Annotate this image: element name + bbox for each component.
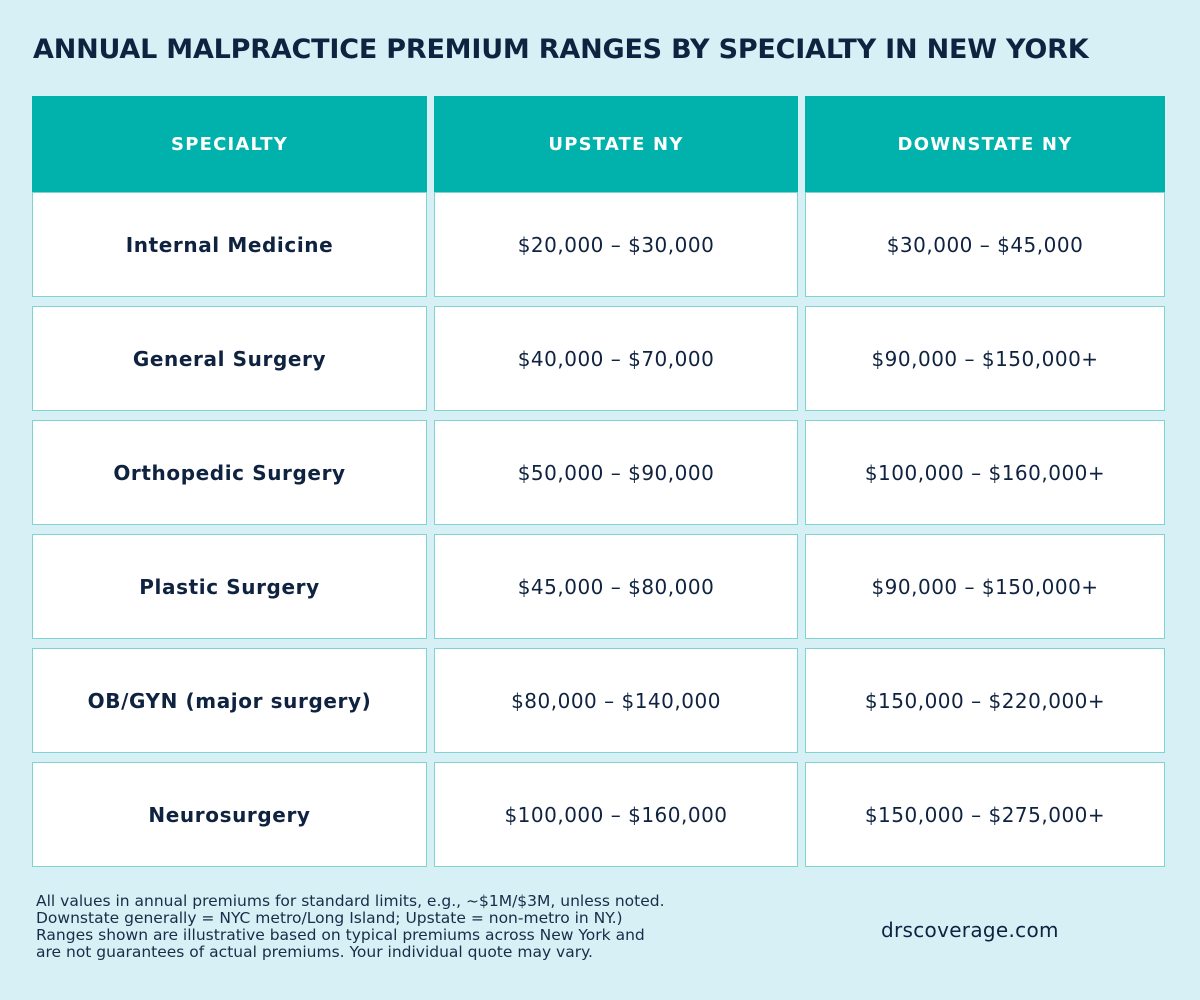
table-row: Plastic Surgery $45,000 – $80,000 $90,00… (32, 534, 1165, 639)
footnote-line: are not guarantees of actual premiums. Y… (36, 943, 593, 961)
table-header-row: SPECIALTY UPSTATE NY DOWNSTATE NY (32, 96, 1165, 192)
upstate-cell: $80,000 – $140,000 (434, 648, 798, 753)
table-row: OB/GYN (major surgery) $80,000 – $140,00… (32, 648, 1165, 753)
upstate-cell: $45,000 – $80,000 (434, 534, 798, 639)
footnote: All values in annual premiums for standa… (36, 893, 796, 961)
upstate-cell: $20,000 – $30,000 (434, 192, 798, 297)
table-row: Internal Medicine $20,000 – $30,000 $30,… (32, 192, 1165, 297)
page-title: ANNUAL MALPRACTICE PREMIUM RANGES BY SPE… (33, 34, 1089, 65)
premium-table: SPECIALTY UPSTATE NY DOWNSTATE NY Intern… (32, 96, 1165, 867)
downstate-cell: $90,000 – $150,000+ (805, 534, 1165, 639)
header-downstate: DOWNSTATE NY (805, 96, 1165, 192)
table-row: General Surgery $40,000 – $70,000 $90,00… (32, 306, 1165, 411)
table-row: Neurosurgery $100,000 – $160,000 $150,00… (32, 762, 1165, 867)
table-row: Orthopedic Surgery $50,000 – $90,000 $10… (32, 420, 1165, 525)
footnote-line: Ranges shown are illustrative based on t… (36, 926, 645, 944)
upstate-cell: $50,000 – $90,000 (434, 420, 798, 525)
downstate-cell: $100,000 – $160,000+ (805, 420, 1165, 525)
header-upstate: UPSTATE NY (434, 96, 798, 192)
specialty-cell: Neurosurgery (32, 762, 427, 867)
header-specialty: SPECIALTY (32, 96, 427, 192)
specialty-cell: Plastic Surgery (32, 534, 427, 639)
downstate-cell: $150,000 – $220,000+ (805, 648, 1165, 753)
website-label: drscoverage.com (881, 918, 1059, 942)
upstate-cell: $40,000 – $70,000 (434, 306, 798, 411)
upstate-cell: $100,000 – $160,000 (434, 762, 798, 867)
downstate-cell: $150,000 – $275,000+ (805, 762, 1165, 867)
footnote-line: All values in annual premiums for standa… (36, 892, 665, 910)
downstate-cell: $30,000 – $45,000 (805, 192, 1165, 297)
specialty-cell: General Surgery (32, 306, 427, 411)
downstate-cell: $90,000 – $150,000+ (805, 306, 1165, 411)
specialty-cell: OB/GYN (major surgery) (32, 648, 427, 753)
specialty-cell: Orthopedic Surgery (32, 420, 427, 525)
footnote-line: Downstate generally = NYC metro/Long Isl… (36, 909, 623, 927)
specialty-cell: Internal Medicine (32, 192, 427, 297)
